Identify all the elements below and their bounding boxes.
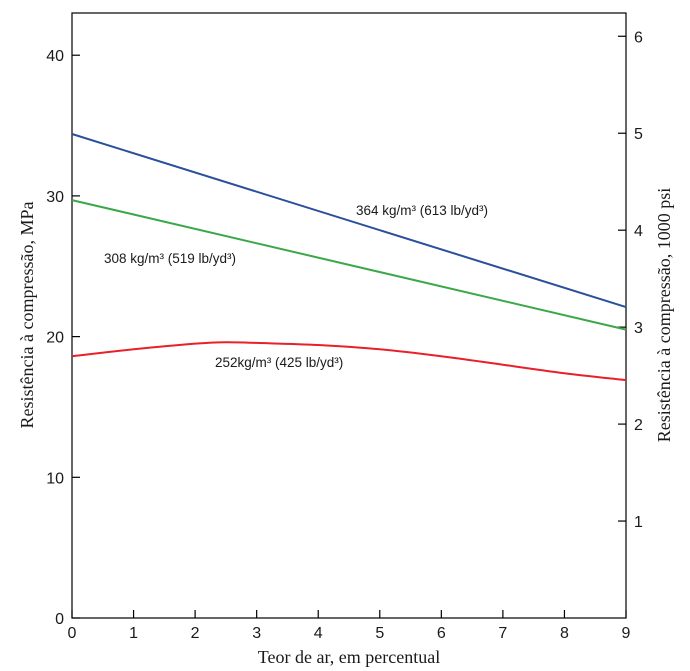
x-tick-label: 4: [314, 625, 323, 642]
y-axis-right: 1 2 3 4 5 6: [618, 29, 643, 531]
y2-tick-label: 3: [634, 320, 643, 337]
x-axis-title: Teor de ar, em percentual: [258, 647, 440, 667]
x-tick-label: 0: [68, 625, 77, 642]
y-tick-label: 10: [46, 470, 64, 487]
x-tick-label: 3: [252, 625, 261, 642]
x-tick-label: 7: [498, 625, 507, 642]
x-tick-label: 6: [437, 625, 446, 642]
x-tick-label: 2: [191, 625, 200, 642]
y-tick-label: 40: [46, 48, 64, 65]
x-tick-label: 5: [375, 625, 384, 642]
series-label-308: 308 kg/m³ (519 lb/yd³): [104, 251, 236, 266]
y2-tick-label: 6: [634, 29, 643, 46]
y-axis-title-right: Resistência à compressão, 1000 psi: [654, 188, 674, 442]
series-label-364: 364 kg/m³ (613 lb/yd³): [356, 203, 488, 218]
series-lines: [71, 133, 627, 382]
x-tick-label: 9: [622, 625, 631, 642]
x-axis: 0 1 2 3 4 5 6 7 8 9: [68, 610, 631, 642]
plot-frame: [71, 12, 627, 619]
x-tick-label: 1: [129, 625, 138, 642]
y-axis-title-left: Resistência à compressão, MPa: [17, 202, 37, 429]
y-tick-label: 30: [46, 189, 64, 206]
series-line-0: [71, 133, 627, 309]
y2-tick-label: 4: [634, 223, 643, 240]
y2-tick-label: 2: [634, 417, 643, 434]
y-tick-label: 20: [46, 330, 64, 347]
x-tick-label: 8: [560, 625, 569, 642]
y-axis-left: 0 10 20 30 40: [46, 48, 80, 628]
y-tick-label: 0: [55, 611, 64, 628]
series-line-1: [71, 199, 627, 331]
series-line-2: [71, 341, 627, 382]
y2-tick-label: 5: [634, 126, 643, 143]
y2-tick-label: 1: [634, 514, 643, 531]
series-label-252: 252kg/m³ (425 lb/yd³): [215, 355, 343, 370]
